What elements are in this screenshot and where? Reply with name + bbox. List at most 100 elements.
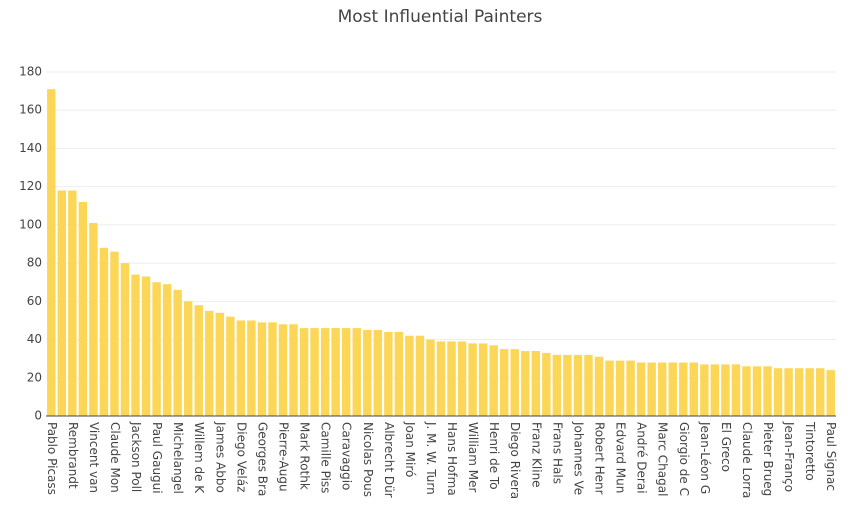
- x-tick-label: Frans Hals: [550, 422, 564, 484]
- x-tick-label: Edvard Mun: [614, 422, 628, 493]
- bar: [584, 354, 593, 416]
- y-tick-label: 40: [27, 332, 42, 346]
- bar: [636, 362, 646, 416]
- bar: [689, 362, 699, 416]
- bar: [194, 305, 203, 416]
- bar: [563, 354, 572, 416]
- bar: [394, 331, 404, 416]
- bar: [236, 320, 246, 416]
- y-tick-label: 80: [27, 256, 42, 270]
- bar: [173, 289, 182, 416]
- bar: [657, 362, 667, 416]
- bar: [110, 251, 119, 416]
- bar: [531, 351, 541, 416]
- y-tick-label: 100: [19, 217, 42, 231]
- bar: [341, 328, 351, 416]
- bar: [679, 362, 688, 416]
- bar: [384, 331, 393, 416]
- bar: [373, 330, 383, 416]
- bar: [826, 370, 835, 416]
- bar: [742, 366, 751, 416]
- bar: [131, 274, 140, 416]
- bar: [141, 276, 151, 416]
- y-tick-label: 180: [19, 65, 42, 79]
- bar: [457, 341, 467, 416]
- bar: [615, 360, 625, 416]
- x-tick-label: Joan Miró: [403, 421, 417, 477]
- y-tick-label: 20: [27, 370, 42, 384]
- bar: [815, 368, 825, 416]
- bar: [120, 263, 130, 416]
- x-tick-label: Albrecht Dür: [382, 422, 396, 498]
- x-tick-label: Giorgio de C: [677, 422, 691, 496]
- bar: [763, 366, 772, 416]
- x-tick-label: James Abbo: [213, 421, 227, 493]
- chart-title: Most Influential Painters: [338, 7, 543, 27]
- y-tick-label: 160: [19, 103, 42, 117]
- bar: [68, 190, 77, 416]
- bar: [773, 368, 783, 416]
- bar: [668, 362, 677, 416]
- x-tick-label: Georges Bra: [255, 422, 269, 496]
- bar: [542, 352, 551, 416]
- x-tick-label: J. M. W. Turn: [424, 421, 438, 495]
- bar: [57, 190, 67, 416]
- x-tick-label: William Mer: [466, 422, 480, 493]
- bar: [478, 343, 488, 416]
- bar: [447, 341, 456, 416]
- x-tick-label: Diego Rivera: [508, 422, 522, 499]
- x-tick-label: Johannes Ve: [571, 421, 585, 495]
- x-tick-label: Diego Veláz: [234, 422, 248, 492]
- bar: [363, 330, 372, 416]
- bar: [299, 328, 309, 416]
- x-tick-label: Mark Rothk: [298, 422, 312, 490]
- bar: [468, 343, 477, 416]
- x-tick-label: Jackson Poll: [129, 421, 143, 492]
- x-tick-label: El Greco: [719, 422, 733, 472]
- x-tick-label: André Derai: [635, 422, 649, 494]
- bar: [594, 356, 604, 416]
- bar: [626, 360, 635, 416]
- bar: [78, 201, 88, 416]
- x-tick-label: Hans Hofma: [445, 422, 459, 496]
- bar: [499, 349, 509, 416]
- bar: [352, 328, 361, 416]
- bar: [752, 366, 762, 416]
- bar: [89, 222, 98, 416]
- bar: [162, 284, 172, 416]
- bar: [426, 339, 435, 416]
- x-tick-label: Willem de K: [192, 422, 206, 494]
- bar: [289, 324, 298, 416]
- bar: [700, 364, 709, 416]
- x-tick-label: Paul Signac: [824, 422, 838, 491]
- x-tick-label: Camille Piss: [319, 422, 333, 493]
- bar: [205, 310, 214, 416]
- bar: [605, 360, 614, 416]
- x-tick-label: Jean-Léon G: [698, 421, 712, 494]
- bar: [510, 349, 519, 416]
- bar: [552, 354, 562, 416]
- y-tick-label: 120: [19, 179, 42, 193]
- x-tick-label: Pierre-Augu: [277, 422, 291, 492]
- x-tick-label: Rembrandt: [66, 422, 80, 489]
- x-tick-label: Marc Chagal: [656, 422, 670, 496]
- bar: [731, 364, 741, 416]
- bar: [152, 282, 161, 416]
- bar: [521, 351, 530, 416]
- x-tick-label: Nicolas Pous: [361, 422, 375, 497]
- bar: [710, 364, 720, 416]
- bar: [278, 324, 288, 416]
- bar: [405, 335, 414, 416]
- x-tick-label: Jean-Franço: [782, 421, 796, 492]
- bar: [257, 322, 267, 416]
- x-tick-label: Michelangel: [171, 422, 185, 494]
- bar: [784, 368, 793, 416]
- x-tick-label: Robert Henr: [593, 422, 607, 495]
- bar: [310, 328, 319, 416]
- x-tick-label: Henri de To: [487, 422, 501, 490]
- x-tick-label: Paul Gaugui: [150, 422, 164, 494]
- x-tick-label: Franz Kline: [529, 422, 543, 488]
- x-tick-label: Claude Lorra: [740, 422, 754, 498]
- bar: [331, 328, 340, 416]
